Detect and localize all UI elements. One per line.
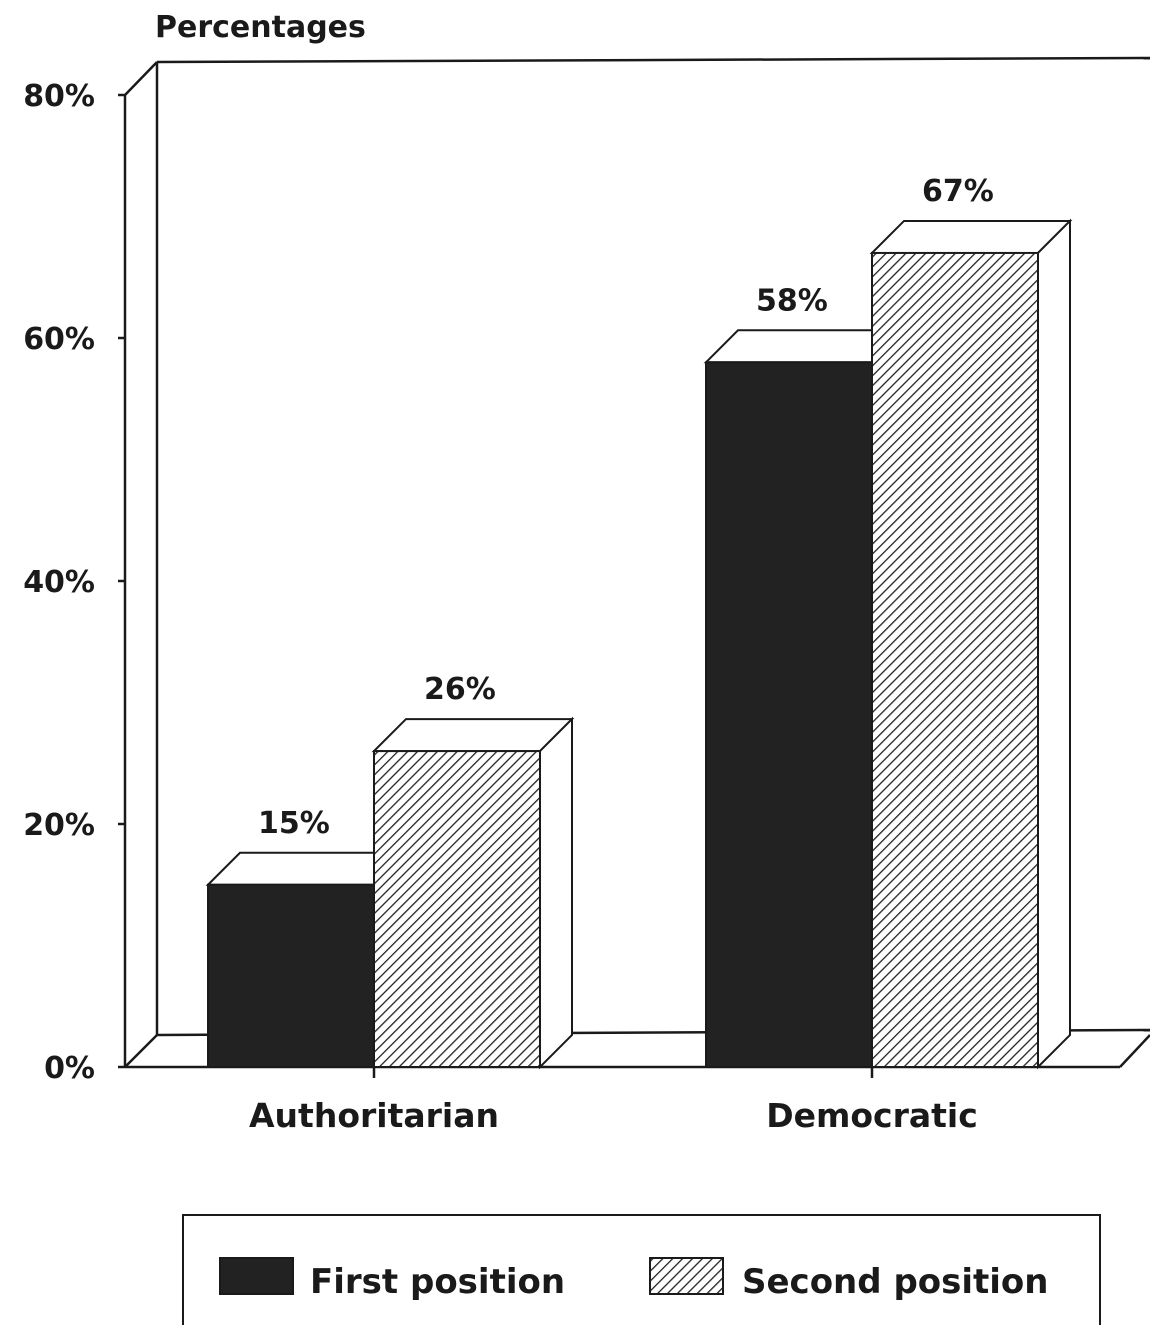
legend-label-0: First position [310, 1262, 565, 1302]
frame-bottom-corner [124, 1034, 158, 1068]
y-tick-label-3: 60% [23, 322, 95, 357]
y-tick-label-0: 0% [44, 1051, 95, 1086]
category-label-1: Democratic [766, 1096, 978, 1135]
value-label-0-0: 15% [258, 806, 330, 841]
bar-front-0-1 [373, 750, 541, 1068]
bars [205, 218, 1073, 1070]
bar-front-1-1 [871, 251, 1039, 1068]
value-labels: 15% 26% 58% 67% [258, 174, 994, 841]
category-label-0: Authoritarian [249, 1096, 499, 1135]
bar-top-0-1 [371, 718, 575, 753]
bar-side-1-1 [1037, 218, 1071, 1070]
y-tick-label-2: 40% [23, 565, 95, 600]
bar-0-1 [371, 716, 575, 1070]
value-label-1-0: 58% [756, 283, 828, 318]
legend-box [182, 1214, 1101, 1325]
legend-swatch-0 [219, 1257, 294, 1295]
bar-front-0-0 [207, 883, 375, 1068]
bar-front-1-0 [705, 361, 873, 1068]
legend-label-1: Second position [742, 1262, 1049, 1302]
legend-swatch-1 [649, 1257, 724, 1295]
value-label-0-1: 26% [424, 672, 496, 707]
bar-top-1-1 [869, 219, 1073, 254]
value-label-1-1: 67% [922, 174, 994, 209]
y-tick-label-1: 20% [23, 808, 95, 843]
floor-right-edge [1119, 1034, 1150, 1068]
y-axis-ticks: 0% 20% 40% 60% 80% [23, 79, 125, 1086]
legend: First position Second position [182, 1214, 1101, 1325]
category-labels: Authoritarian Democratic [249, 1067, 978, 1135]
bar-1-1 [869, 218, 1073, 1070]
back-wall-top [156, 56, 1150, 64]
y-axis-title: Percentages [155, 10, 366, 45]
bar-side-0-1 [539, 716, 573, 1070]
y-tick-label-4: 80% [23, 79, 95, 114]
frame-top-corner [124, 61, 158, 96]
